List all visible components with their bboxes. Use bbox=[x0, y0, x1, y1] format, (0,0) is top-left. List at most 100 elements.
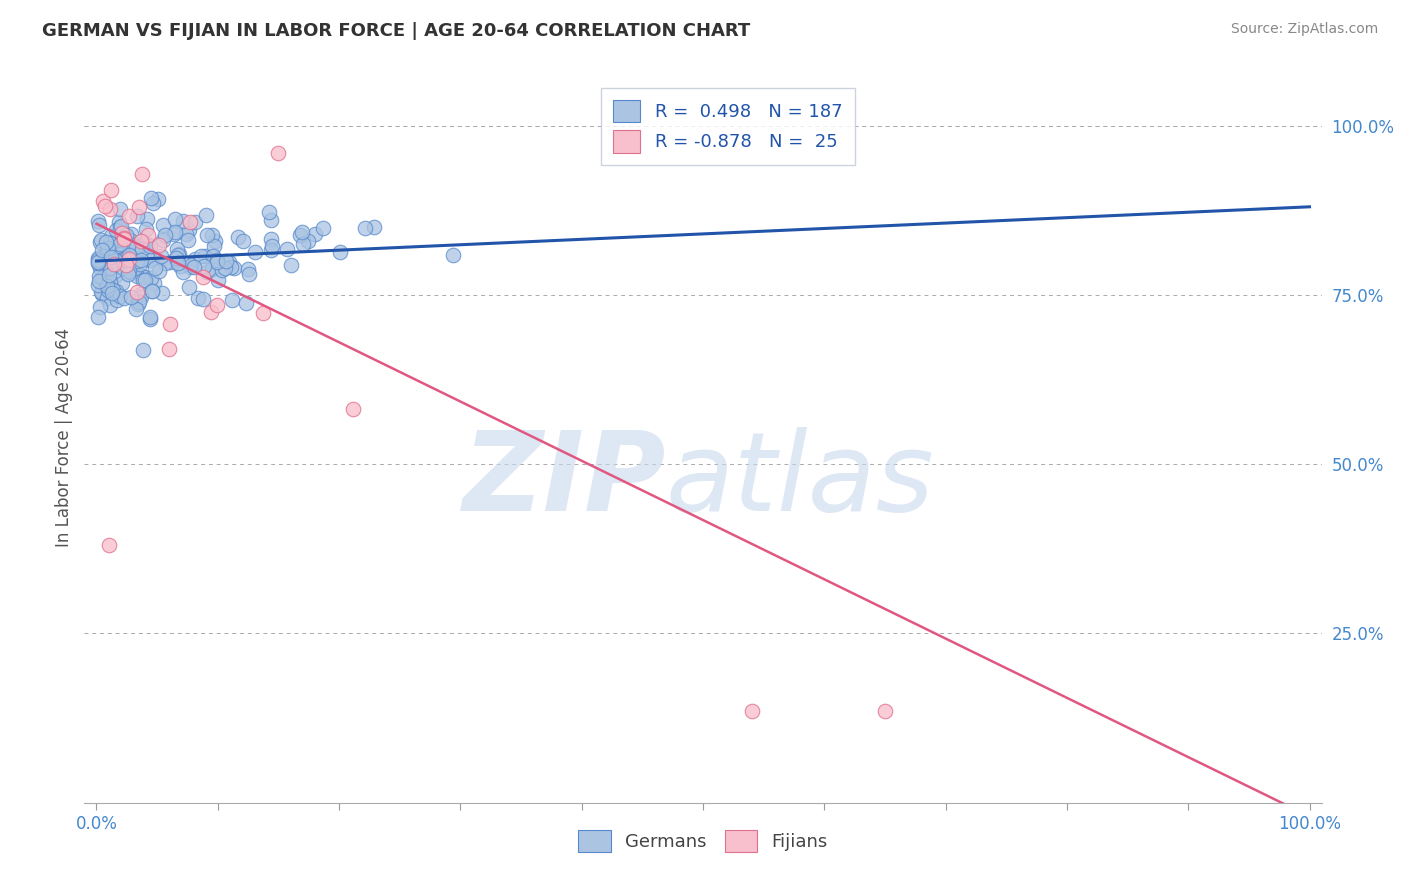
Point bbox=[197, 227, 219, 242]
Point bbox=[166, 256, 188, 270]
Point bbox=[87, 269, 110, 284]
Point bbox=[112, 232, 135, 246]
Point bbox=[118, 248, 141, 262]
Point bbox=[159, 255, 181, 269]
Point bbox=[117, 237, 139, 252]
Point bbox=[108, 220, 131, 235]
Point bbox=[741, 705, 763, 719]
Point bbox=[205, 254, 228, 268]
Point bbox=[260, 232, 283, 246]
Point bbox=[135, 237, 157, 252]
Point bbox=[98, 298, 121, 312]
Point bbox=[139, 253, 162, 268]
Point bbox=[117, 209, 139, 223]
Text: GERMAN VS FIJIAN IN LABOR FORCE | AGE 20-64 CORRELATION CHART: GERMAN VS FIJIAN IN LABOR FORCE | AGE 20… bbox=[42, 22, 751, 40]
Point bbox=[262, 238, 284, 252]
Point bbox=[218, 255, 240, 269]
Point bbox=[163, 227, 186, 241]
Point bbox=[131, 237, 153, 252]
Point bbox=[98, 268, 121, 283]
Point bbox=[131, 290, 153, 304]
Point bbox=[873, 705, 896, 719]
Point bbox=[201, 261, 224, 276]
Point bbox=[108, 215, 131, 229]
Point bbox=[118, 264, 141, 278]
Point bbox=[304, 227, 326, 241]
Point bbox=[124, 243, 146, 257]
Point bbox=[98, 236, 121, 251]
Point bbox=[129, 234, 152, 248]
Point bbox=[143, 261, 166, 276]
Point bbox=[96, 277, 118, 291]
Point bbox=[114, 252, 136, 267]
Point bbox=[87, 274, 110, 288]
Point bbox=[104, 268, 127, 283]
Point bbox=[163, 212, 186, 227]
Point bbox=[114, 228, 136, 243]
Point bbox=[101, 241, 124, 255]
Point bbox=[98, 261, 121, 276]
Point bbox=[202, 238, 225, 252]
Point bbox=[176, 227, 198, 242]
Point bbox=[134, 273, 156, 287]
Point bbox=[245, 244, 267, 259]
Point bbox=[89, 218, 111, 232]
Point bbox=[152, 234, 174, 248]
Point bbox=[222, 260, 245, 275]
Point bbox=[132, 273, 155, 287]
Text: Source: ZipAtlas.com: Source: ZipAtlas.com bbox=[1230, 22, 1378, 37]
Point bbox=[257, 205, 280, 219]
Point bbox=[211, 263, 233, 277]
Point bbox=[91, 287, 114, 301]
Point bbox=[110, 228, 132, 243]
Point bbox=[136, 211, 159, 226]
Point bbox=[329, 245, 352, 260]
Point bbox=[87, 253, 110, 268]
Point bbox=[89, 261, 111, 276]
Point bbox=[159, 318, 181, 332]
Point bbox=[127, 285, 149, 299]
Point bbox=[219, 260, 242, 274]
Point bbox=[103, 255, 125, 269]
Point bbox=[120, 233, 142, 247]
Point bbox=[132, 343, 155, 357]
Point bbox=[115, 252, 138, 266]
Point bbox=[238, 267, 260, 281]
Point bbox=[195, 208, 218, 222]
Point bbox=[100, 250, 122, 264]
Point bbox=[90, 270, 112, 285]
Point bbox=[342, 401, 364, 416]
Point bbox=[128, 257, 150, 271]
Point bbox=[205, 298, 228, 312]
Point bbox=[148, 192, 170, 206]
Point bbox=[150, 249, 173, 263]
Point bbox=[291, 225, 314, 239]
Point bbox=[172, 265, 194, 279]
Point bbox=[290, 227, 312, 242]
Point bbox=[207, 273, 229, 287]
Point bbox=[179, 260, 201, 274]
Point bbox=[104, 252, 127, 267]
Point bbox=[165, 251, 187, 265]
Point bbox=[90, 285, 112, 299]
Point bbox=[139, 238, 162, 252]
Point bbox=[235, 296, 257, 310]
Point bbox=[112, 231, 135, 245]
Point bbox=[97, 241, 120, 255]
Point bbox=[93, 199, 115, 213]
Point bbox=[191, 292, 214, 306]
Point bbox=[172, 214, 194, 228]
Point bbox=[129, 252, 152, 267]
Point bbox=[141, 284, 163, 298]
Point bbox=[163, 225, 186, 239]
Point bbox=[139, 271, 162, 285]
Point bbox=[169, 259, 191, 273]
Point bbox=[153, 256, 176, 270]
Point bbox=[363, 220, 385, 235]
Point bbox=[441, 248, 464, 262]
Point bbox=[120, 290, 142, 304]
Point bbox=[97, 283, 120, 297]
Point bbox=[131, 167, 153, 181]
Point bbox=[93, 248, 115, 262]
Point bbox=[100, 183, 122, 197]
